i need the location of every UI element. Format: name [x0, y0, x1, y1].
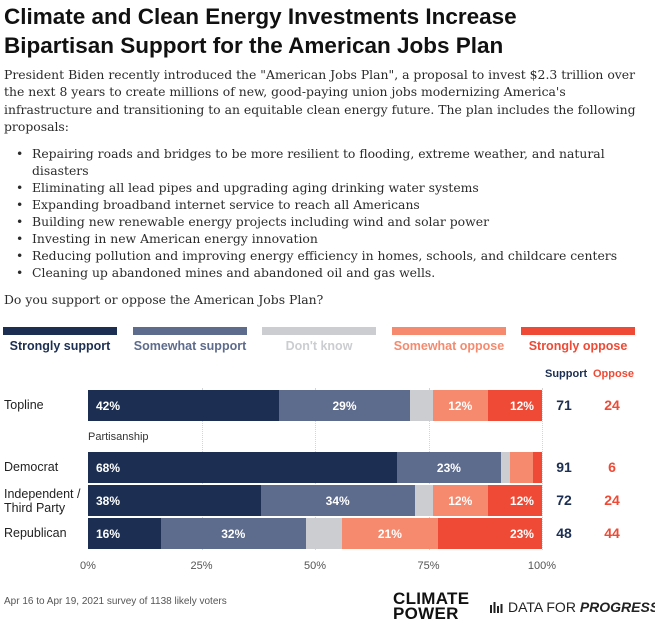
survey-question: Do you support or oppose the American Jo… [4, 292, 324, 307]
x-tick-label: 100% [527, 560, 557, 572]
bar-segment-somewhat-oppose: 12% [433, 390, 488, 421]
stacked-bar: 42% 29% 12% 12% [88, 390, 542, 421]
bar-segment-somewhat-support: 34% [260, 485, 415, 516]
legend-item-somewhat-support: Somewhat support [133, 327, 247, 353]
proposal-item: Expanding broadband internet service to … [14, 196, 644, 213]
gridline [542, 388, 543, 550]
page-title: Climate and Clean Energy Investments Inc… [4, 2, 644, 60]
legend-item-somewhat-oppose: Somewhat oppose [392, 327, 506, 353]
bar-segment-somewhat-support: 23% [396, 452, 502, 483]
logo-text-bold: PROGRESS [579, 599, 655, 615]
total-support: 71 [556, 397, 572, 413]
legend-swatch [133, 327, 247, 335]
legend-item-don-t-know: Don't know [262, 327, 376, 353]
title-line: Climate and Clean Energy Investments Inc… [4, 4, 517, 29]
title-line: Bipartisan Support for the American Jobs… [4, 33, 504, 58]
proposal-item: Cleaning up abandoned mines and abandone… [14, 264, 644, 281]
row-label-republican: Republican [4, 526, 67, 540]
x-tick-label: 0% [80, 560, 96, 572]
bar-segment-strongly-support: 42% [88, 390, 279, 421]
row-label-independent-third-party: Independent / Third Party [4, 487, 81, 515]
row-label-topline: Topline [4, 398, 44, 412]
proposal-item: Eliminating all lead pipes and upgrading… [14, 179, 644, 196]
legend-label: Somewhat support [133, 339, 247, 353]
row-label-democrat: Democrat [4, 460, 59, 474]
proposal-item: Building new renewable energy projects i… [14, 213, 644, 230]
stacked-bar: 68% 23% [88, 452, 542, 483]
stacked-bar: 38% 34% 12% 12% [88, 485, 542, 516]
stacked-bar: 16% 32% 21% 23% [88, 518, 542, 549]
bar-segment-somewhat-support: 29% [278, 390, 411, 421]
bar-segment-strongly-oppose: 23% [437, 518, 542, 549]
total-support: 72 [556, 492, 572, 508]
total-support: 91 [556, 459, 572, 475]
logo-word: POWER [393, 604, 459, 623]
legend-label: Strongly support [9, 339, 111, 353]
column-header-oppose: Oppose [593, 368, 634, 380]
legend-label: Don't know [285, 339, 353, 353]
total-support: 48 [556, 525, 572, 541]
legend-item-strongly-oppose: Strongly oppose [521, 327, 635, 353]
survey-footnote: Apr 16 to Apr 19, 2021 survey of 1138 li… [4, 596, 227, 607]
logo-word: CLIMATE [393, 589, 470, 608]
bar-segment-strongly-oppose: 12% [487, 390, 542, 421]
bar-segment-strongly-support: 68% [88, 452, 397, 483]
legend-label: Strongly oppose [528, 339, 628, 353]
legend-item-strongly-support: Strongly support [3, 327, 117, 353]
group-label-partisanship: Partisanship [88, 431, 149, 443]
bar-segment-strongly-support: 38% [88, 485, 261, 516]
intro-text: President Biden recently introduced the … [4, 67, 636, 134]
total-oppose: 6 [608, 459, 616, 475]
logo-text: DATA FOR PROGRESS [508, 599, 655, 615]
proposal-list: Repairing roads and bridges to be more r… [14, 145, 644, 281]
bar-segment-strongly-oppose: 12% [487, 485, 542, 516]
total-oppose: 24 [604, 397, 620, 413]
legend-swatch [392, 327, 506, 335]
logo-text-plain: DATA FOR [508, 599, 580, 615]
bar-segment-strongly-support: 16% [88, 518, 161, 549]
climate-power-logo: CLIMATE POWER [393, 589, 470, 623]
bar-segment-don-t-know [501, 452, 511, 483]
legend-swatch [3, 327, 117, 335]
proposal-item: Repairing roads and bridges to be more r… [14, 145, 644, 179]
bar-segment-somewhat-oppose: 12% [433, 485, 488, 516]
proposal-item: Investing in new American energy innovat… [14, 230, 644, 247]
proposal-item: Reducing pollution and improving energy … [14, 247, 644, 264]
bar-segment-somewhat-support: 32% [160, 518, 306, 549]
total-oppose: 24 [604, 492, 620, 508]
legend-label: Somewhat oppose [393, 339, 505, 353]
legend-swatch [521, 327, 635, 335]
data-for-progress-logo: DATA FOR PROGRESS [490, 599, 655, 615]
x-tick-label: 75% [417, 560, 440, 572]
bar-segment-somewhat-oppose [510, 452, 533, 483]
x-tick-label: 50% [303, 560, 327, 572]
total-oppose: 44 [604, 525, 620, 541]
bar-segment-strongly-oppose [532, 452, 542, 483]
bar-segment-somewhat-oppose: 21% [342, 518, 438, 549]
bar-segment-don-t-know [305, 518, 343, 549]
x-tick-label: 25% [190, 560, 213, 572]
bar-chart-icon [490, 602, 503, 613]
bar-segment-don-t-know [414, 485, 434, 516]
legend-swatch [262, 327, 376, 335]
column-header-support: Support [545, 368, 588, 380]
bar-segment-don-t-know [410, 390, 434, 421]
